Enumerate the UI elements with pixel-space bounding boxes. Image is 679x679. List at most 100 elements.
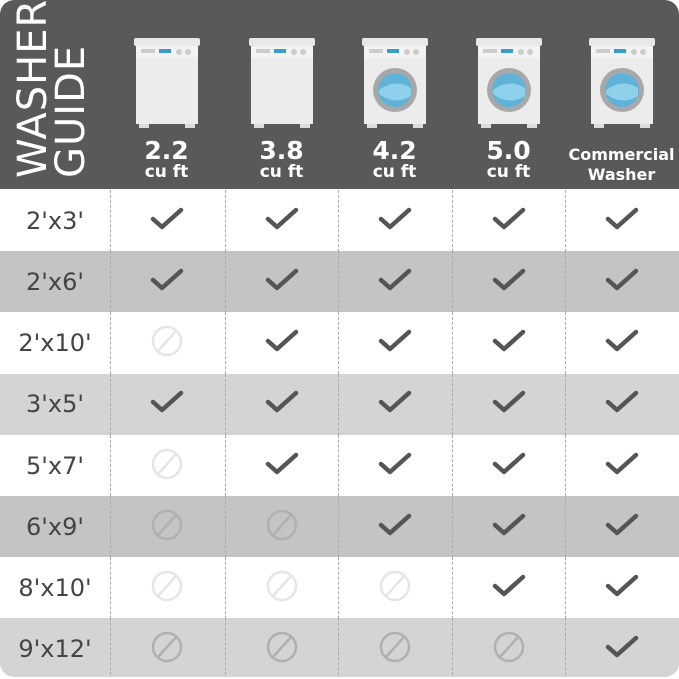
column-label: Commercial (568, 145, 675, 164)
prohibited-icon (150, 569, 184, 607)
rug-size-label: 2'x6' (26, 267, 84, 296)
fit-cell (225, 557, 338, 619)
fit-cell (110, 312, 223, 374)
fit-cell (225, 312, 338, 374)
fit-cell (338, 618, 451, 677)
guide-title: WASHER GUIDE (10, 0, 94, 178)
fit-cell (565, 496, 678, 558)
check-icon (265, 328, 299, 358)
check-icon (492, 267, 526, 297)
fit-cell (565, 251, 678, 313)
prohibited-icon (378, 630, 412, 668)
rug-size-label: 2'x10' (18, 329, 92, 358)
fit-cell (225, 496, 338, 558)
fit-cell (452, 557, 565, 619)
table-row: 9'x12' (0, 618, 679, 677)
fit-cell (225, 251, 338, 313)
fit-cell (565, 557, 678, 619)
fit-cell (225, 190, 338, 252)
check-icon (605, 451, 639, 481)
check-icon (605, 328, 639, 358)
check-icon (492, 512, 526, 542)
fit-cell (338, 190, 451, 252)
fit-cell (565, 618, 678, 677)
check-icon (492, 206, 526, 236)
fit-cell (110, 618, 223, 677)
fit-cell (565, 312, 678, 374)
check-icon (492, 451, 526, 481)
check-icon (378, 389, 412, 419)
fit-cell (565, 434, 678, 497)
rug-size-label: 5'x7' (26, 451, 84, 480)
column-header: 2.2 cu ft (110, 0, 223, 189)
check-icon (378, 267, 412, 297)
check-icon (492, 328, 526, 358)
column-label: 5.0 (486, 136, 531, 165)
fit-cell (565, 373, 678, 436)
check-icon (378, 328, 412, 358)
fit-cell (225, 434, 338, 497)
rug-size-label: 6'x9' (26, 512, 84, 541)
prohibited-icon (492, 630, 526, 668)
fit-cell (452, 312, 565, 374)
fit-cell (225, 618, 338, 677)
table-row: 6'x9' (0, 496, 679, 558)
rug-size-label: 9'x12' (18, 635, 92, 664)
prohibited-icon (265, 508, 299, 546)
check-icon (605, 573, 639, 603)
title-line-1: WASHER (10, 0, 56, 178)
column-unit: cu ft (486, 162, 531, 182)
fit-cell (110, 557, 223, 619)
column-header: Commercial Washer (565, 0, 678, 189)
fit-cell (452, 190, 565, 252)
check-icon (150, 267, 184, 297)
fit-cell (225, 373, 338, 436)
check-icon (265, 389, 299, 419)
check-icon (605, 634, 639, 664)
column-header: 5.0 cu ft (452, 0, 565, 189)
rug-size-label: 2'x3' (26, 206, 84, 235)
title-line-2: GUIDE (48, 44, 94, 178)
fit-cell (338, 251, 451, 313)
fit-cell (338, 312, 451, 374)
fit-cell (110, 434, 223, 497)
check-icon (150, 389, 184, 419)
table-row: 2'x10' (0, 312, 679, 374)
fit-cell (452, 251, 565, 313)
rug-size-label: 8'x10' (18, 573, 92, 602)
check-icon (378, 451, 412, 481)
column-header: 3.8 cu ft (225, 0, 338, 189)
prohibited-icon (150, 508, 184, 546)
check-icon (605, 512, 639, 542)
fit-cell (338, 434, 451, 497)
prohibited-icon (150, 447, 184, 485)
table-row: 5'x7' (0, 434, 679, 497)
check-icon (605, 206, 639, 236)
check-icon (265, 451, 299, 481)
check-icon (605, 267, 639, 297)
column-unit: Washer (587, 165, 656, 184)
fit-cell (110, 373, 223, 436)
fit-cell (110, 251, 223, 313)
prohibited-icon (150, 630, 184, 668)
fit-cell (338, 557, 451, 619)
column-label: 2.2 (144, 136, 189, 165)
fit-cell (338, 496, 451, 558)
check-icon (265, 267, 299, 297)
check-icon (265, 206, 299, 236)
table-row: 8'x10' (0, 557, 679, 619)
check-icon (492, 389, 526, 419)
fit-cell (452, 496, 565, 558)
column-unit: cu ft (259, 162, 304, 182)
prohibited-icon (378, 569, 412, 607)
check-icon (150, 206, 184, 236)
column-unit: cu ft (372, 162, 417, 182)
fit-cell (338, 373, 451, 436)
check-icon (492, 573, 526, 603)
fit-cell (452, 373, 565, 436)
prohibited-icon (150, 324, 184, 362)
table-row: 2'x3' (0, 190, 679, 252)
fit-cell (565, 190, 678, 252)
check-icon (378, 206, 412, 236)
